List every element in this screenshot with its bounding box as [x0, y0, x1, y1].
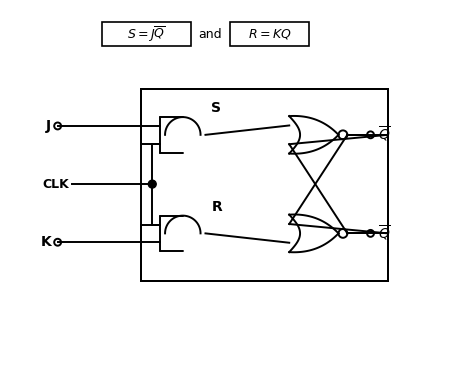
Text: $\overline{Q}$: $\overline{Q}$	[378, 125, 391, 144]
Text: $\overline{Q}$: $\overline{Q}$	[378, 224, 391, 243]
Text: R: R	[211, 200, 222, 214]
Text: CLK: CLK	[43, 178, 70, 191]
Text: K: K	[40, 235, 51, 249]
Text: $S = J\overline{Q}$: $S = J\overline{Q}$	[127, 25, 166, 44]
Bar	[230, 23, 309, 46]
Text: and: and	[199, 28, 222, 41]
Circle shape	[148, 180, 156, 188]
Text: J: J	[46, 119, 51, 133]
Text: S: S	[211, 101, 221, 115]
Text: $R = KQ$: $R = KQ$	[248, 27, 292, 41]
Bar	[102, 23, 191, 46]
